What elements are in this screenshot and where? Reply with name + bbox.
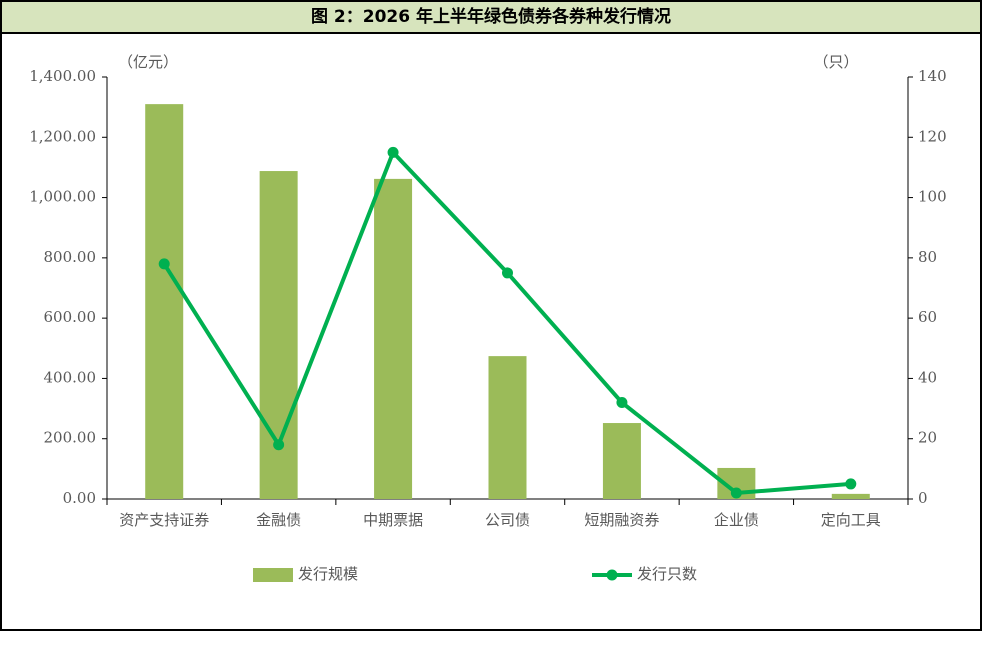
point	[616, 397, 628, 409]
y-tick-label: 0.00	[63, 489, 96, 507]
y-tick-label: 600.00	[44, 308, 97, 326]
y2-unit: （只）	[813, 53, 858, 71]
y2-tick-label: 20	[918, 429, 937, 447]
frame: 图 2：2026 年上半年绿色债券各券种发行情况	[0, 0, 982, 631]
legend-swatch	[253, 568, 293, 582]
point	[845, 478, 857, 490]
x-tick-label: 金融债	[256, 511, 301, 529]
point	[387, 146, 399, 158]
legend-label: 发行规模	[298, 565, 358, 583]
point	[273, 439, 285, 451]
x-tick-label: 资产支持证券	[119, 511, 209, 529]
y2-tick-label: 60	[918, 308, 937, 326]
y-tick-label: 400.00	[44, 368, 97, 386]
y2-tick-label: 0	[918, 489, 928, 507]
point	[730, 487, 742, 499]
y2-tick-label: 120	[918, 127, 947, 145]
legend-swatch	[606, 569, 618, 581]
x-tick-label: 中期票据	[363, 511, 423, 529]
x-tick-label: 定向工具	[821, 511, 881, 529]
y2-tick-label: 100	[918, 188, 947, 206]
bar	[831, 493, 870, 499]
y-tick-label: 800.00	[44, 248, 97, 266]
y2-tick-label: 80	[918, 248, 937, 266]
point	[502, 267, 513, 279]
bar	[602, 423, 641, 499]
y2-tick-label: 40	[918, 368, 937, 386]
y-unit: （亿元）	[118, 53, 178, 71]
chart-title: 图 2：2026 年上半年绿色债券各券种发行情况	[2, 2, 980, 34]
bar	[374, 178, 413, 499]
y-tick-label: 1,200.00	[29, 127, 96, 145]
bar	[145, 104, 184, 499]
y2-tick-label: 140	[918, 67, 947, 85]
x-tick-label: 企业债	[714, 511, 759, 529]
y-tick-label: 1,000.00	[29, 188, 96, 206]
legend-label: 发行只数	[637, 565, 697, 583]
x-tick-label: 公司债	[485, 511, 530, 529]
bar	[488, 356, 527, 499]
point	[158, 258, 170, 270]
x-tick-label: 短期融资券	[584, 511, 659, 529]
y-tick-label: 200.00	[44, 429, 97, 447]
y-tick-label: 1,400.00	[29, 67, 96, 85]
